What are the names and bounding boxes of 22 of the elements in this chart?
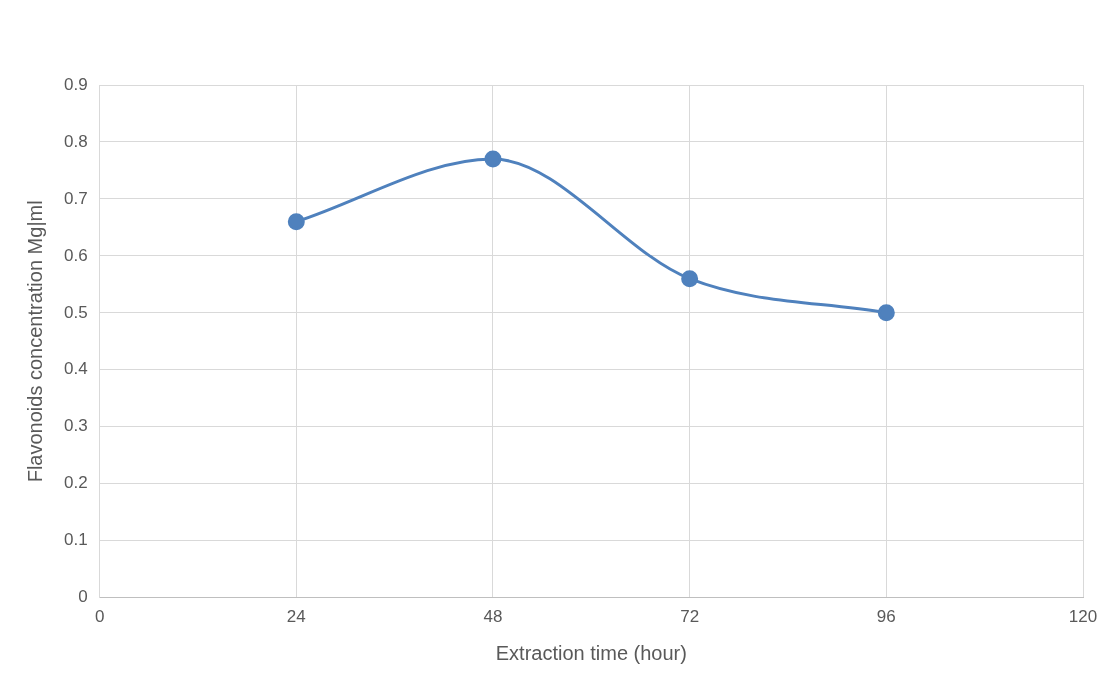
x-tick-label: 48 (483, 607, 503, 627)
point (681, 270, 699, 288)
y-tick-label: 0.1 (63, 530, 88, 550)
y-tick-label: 0 (78, 587, 88, 607)
x-tick-label: 0 (94, 607, 105, 627)
y-tick-label: 0.8 (63, 131, 88, 151)
x-axis-title: Extraction time (hour) (495, 641, 687, 664)
y-axis-title: Flavonoids concentration Mg|ml (23, 200, 46, 483)
y-tick-label: 0.2 (63, 473, 88, 493)
point (877, 304, 895, 322)
x-tick-label: 96 (876, 607, 896, 627)
y-tick-label: 0.7 (63, 188, 88, 208)
point (484, 150, 502, 168)
y-tick-label: 0.9 (63, 74, 88, 94)
y-tick-label: 0.6 (63, 245, 88, 265)
x-tick-label: 72 (680, 607, 700, 627)
point (287, 213, 305, 231)
y-tick-label: 0.4 (63, 359, 88, 379)
y-tick-label: 0.3 (63, 416, 88, 436)
x-tick-label: 24 (286, 607, 306, 627)
y-tick-label: 0.5 (63, 302, 88, 322)
x-tick-label: 120 (1068, 607, 1098, 627)
